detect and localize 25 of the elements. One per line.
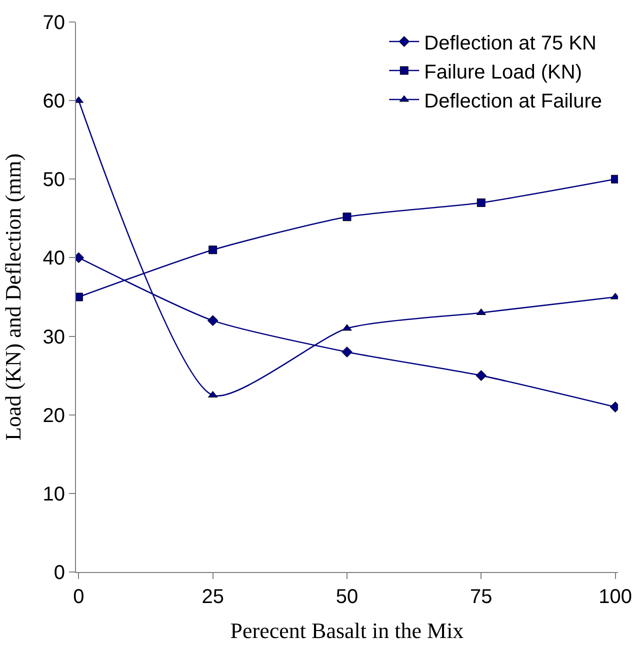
point (342, 324, 352, 331)
x-tick-label: 50 (336, 586, 358, 608)
legend-label: Failure Load (KN) (424, 61, 582, 84)
legend-label: Deflection at 75 KN (424, 32, 596, 54)
legend-label: Deflection at Failure (424, 90, 602, 112)
x-tick-label: 25 (202, 586, 224, 608)
y-tick-label: 30 (42, 326, 65, 348)
point (342, 212, 352, 222)
point (476, 370, 487, 382)
x-tick-label: 100 (598, 586, 632, 608)
x-tick-label: 0 (73, 586, 84, 608)
x-axis-title: Perecent Basalt in the Mix (230, 618, 464, 643)
y-tick-label: 60 (42, 90, 65, 113)
y-tick-label: 10 (42, 483, 65, 506)
y-tick-label: 70 (42, 12, 65, 34)
y-tick-label: 0 (54, 562, 65, 584)
y-tick-label: 40 (42, 248, 65, 270)
y-axis-title: Load (KN) and Deflection (mm) (0, 153, 26, 441)
y-tick-label: 50 (42, 169, 65, 192)
point (342, 346, 352, 358)
point (476, 198, 486, 207)
point (208, 246, 218, 254)
point (207, 315, 218, 326)
x-tick-label: 75 (470, 586, 492, 608)
y-tick-label: 20 (42, 404, 65, 427)
